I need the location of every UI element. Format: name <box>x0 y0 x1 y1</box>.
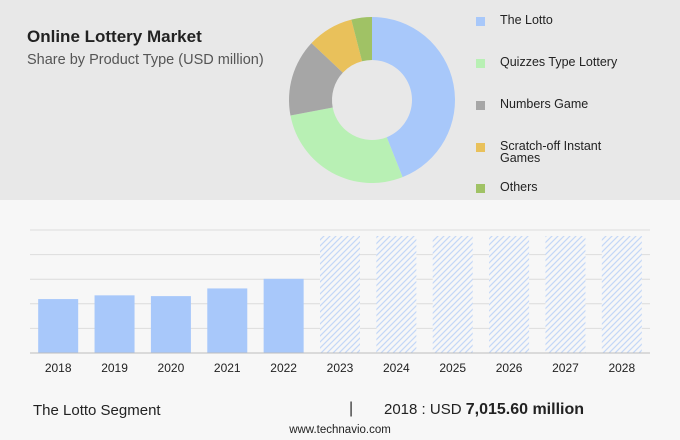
source-link[interactable]: www.technavio.com <box>289 424 391 436</box>
chart-subtitle: Share by Product Type (USD million) <box>27 52 264 68</box>
legend-label: Others <box>500 180 538 194</box>
donut-slice-numbers-game <box>288 43 343 116</box>
bar-2021 <box>207 288 248 353</box>
segment-year-label: 2018 : USD <box>384 401 462 418</box>
x-tick-label: 2026 <box>496 361 523 375</box>
x-tick-label: 2019 <box>101 361 128 375</box>
bar-2019 <box>94 295 135 353</box>
forecast-bar-2023 <box>320 236 360 353</box>
forecast-bar-2027 <box>545 236 586 353</box>
legend-item-numbers-game: Numbers Game <box>476 98 670 110</box>
donut-slice-quizzes-type-lottery <box>290 107 403 183</box>
legend-item-quizzes-type-lottery: Quizzes Type Lottery <box>476 56 670 68</box>
forecast-bar-2024 <box>376 236 417 353</box>
donut-legend: The Lotto Quizzes Type Lottery Numbers Gam… <box>476 0 676 200</box>
x-tick-label: 2025 <box>439 361 466 375</box>
share-panel: Online Lottery Market Share by Product T… <box>0 0 680 200</box>
footer-separator: | <box>349 400 354 417</box>
forecast-bar-2026 <box>489 236 530 353</box>
donut-chart <box>288 17 455 183</box>
donut-slice-scratch-off-instant-games <box>311 19 363 73</box>
legend-label: Quizzes Type Lottery <box>500 55 618 69</box>
x-tick-label: 2028 <box>608 361 635 375</box>
x-tick-label: 2021 <box>214 361 241 375</box>
x-tick-label: 2024 <box>383 361 410 375</box>
x-tick-label: 2023 <box>327 361 354 375</box>
legend-swatch <box>476 143 485 152</box>
x-tick-label: 2018 <box>45 361 72 375</box>
segment-value: 2018 : USD 7,015.60 million <box>384 401 584 419</box>
legend-label: Scratch-off Instant Games <box>500 139 602 165</box>
legend-item-scratch-off-instant-games: Scratch-off Instant Games <box>476 140 670 164</box>
x-tick-label: 2027 <box>552 361 579 375</box>
legend-item-the-lotto: The Lotto <box>476 14 670 26</box>
donut-slice-the-lotto <box>372 17 455 178</box>
bar-2018 <box>38 299 79 353</box>
legend-swatch <box>476 59 485 68</box>
x-tick-label: 2020 <box>158 361 185 375</box>
chart-title: Online Lottery Market <box>27 27 202 46</box>
segment-label: The Lotto Segment <box>33 402 161 419</box>
x-tick-label: 2022 <box>270 361 297 375</box>
bar-2020 <box>150 296 191 353</box>
growth-panel: 2018 2019 2020 2021 2022 2023 2024 2025 2026 2027… <box>0 200 680 440</box>
legend-label: The Lotto <box>500 13 553 27</box>
bar-2022 <box>263 278 304 353</box>
legend-swatch <box>476 17 485 26</box>
segment-value-amount: 7,015.60 million <box>465 401 584 418</box>
legend-item-others: Others <box>476 181 670 193</box>
forecast-bar-2028 <box>601 236 642 353</box>
forecast-bar-2025 <box>432 236 473 353</box>
legend-swatch <box>476 184 485 193</box>
legend-label: Numbers Game <box>500 97 589 111</box>
donut-slice-others <box>351 17 372 62</box>
legend-swatch <box>476 101 485 110</box>
bar-chart: 2018 2019 2020 2021 2022 2023 2024 2025 2026 2027… <box>30 229 650 375</box>
